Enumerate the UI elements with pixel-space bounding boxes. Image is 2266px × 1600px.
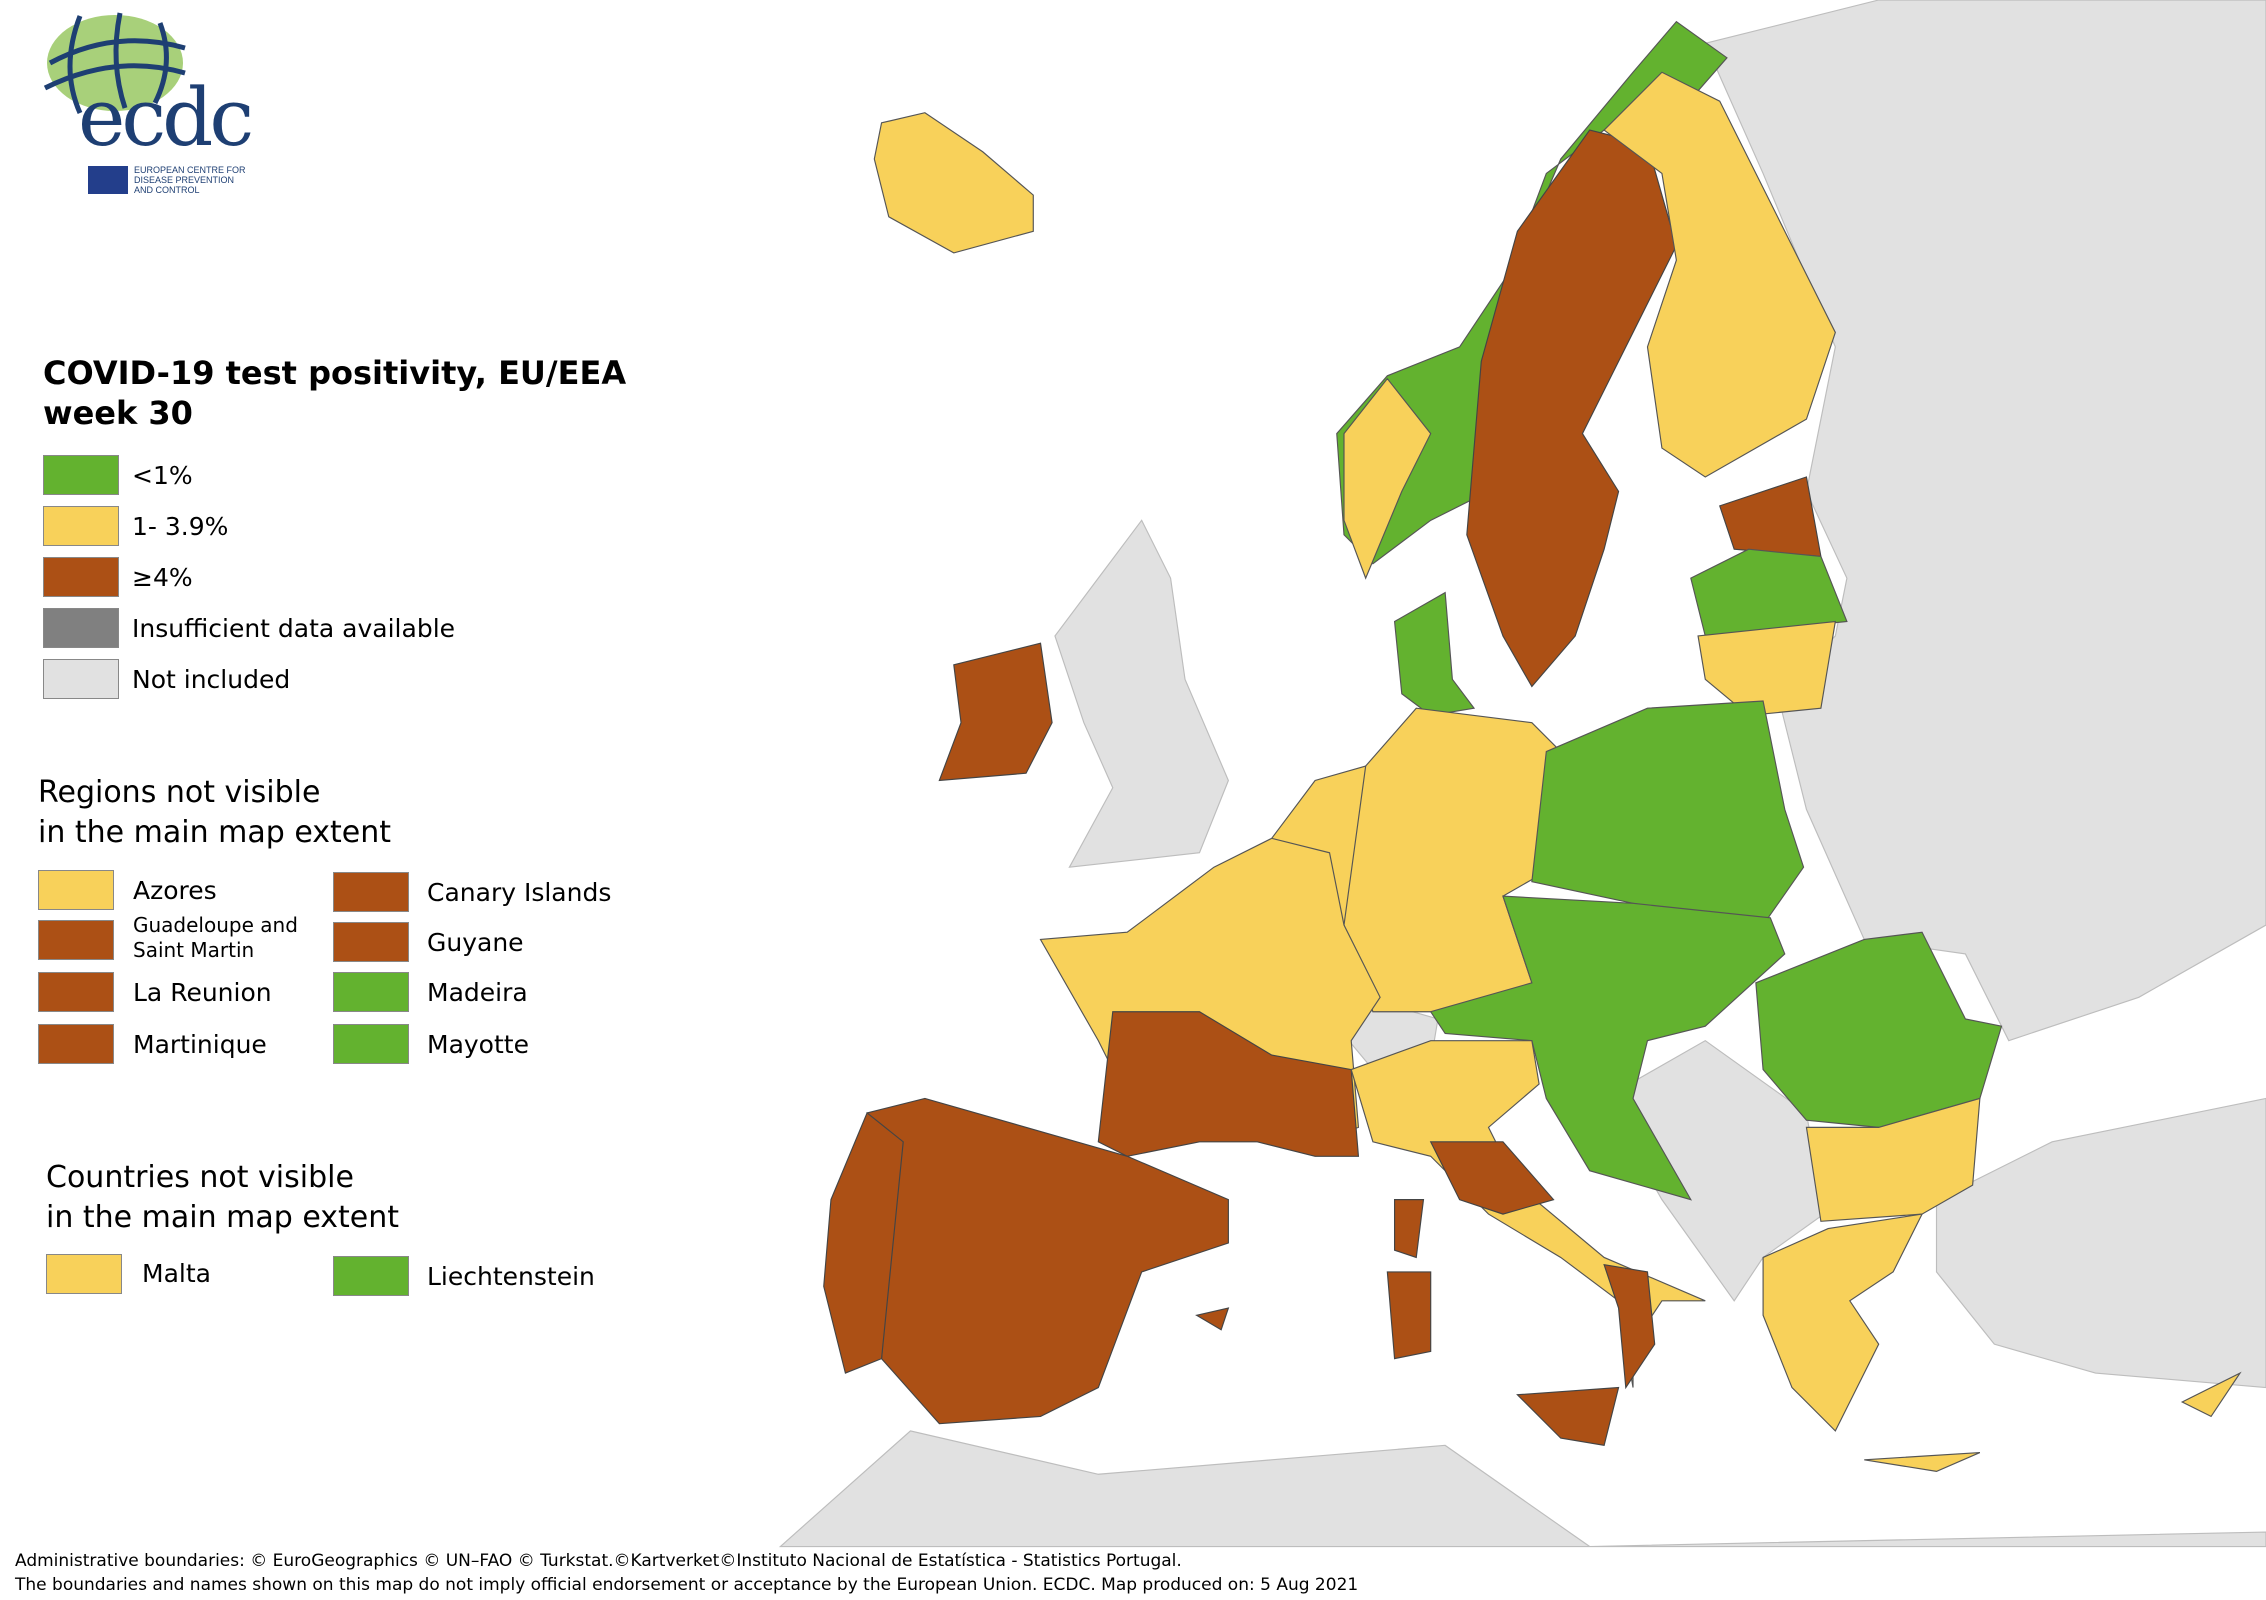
logo-subtitle-line: DISEASE PREVENTION — [134, 175, 235, 185]
region-label: Guyane — [427, 928, 524, 957]
legend-title-line: week 30 — [43, 394, 193, 432]
poland — [1531, 700, 1805, 926]
romania — [1755, 931, 2003, 1128]
denmark — [1393, 591, 1476, 717]
france-south-west — [1097, 1011, 1360, 1157]
legend-title: COVID-19 test positivity, EU/EEA week 30 — [43, 353, 626, 433]
not-included-uk — [1054, 519, 1230, 868]
italy-calabria — [1603, 1263, 1656, 1390]
italy-tuscany — [1429, 1141, 1555, 1215]
balearic — [1195, 1307, 1230, 1331]
logo-subtitle-line: EUROPEAN CENTRE FOR — [134, 165, 246, 175]
not-included-turkey — [1935, 1097, 2266, 1389]
legend-label: ≥4% — [132, 563, 193, 592]
countries-section-title: Countries not visible in the main map ex… — [46, 1158, 399, 1238]
region-label: Canary Islands — [427, 878, 612, 907]
iceland — [873, 112, 1034, 254]
lithuania — [1697, 620, 1837, 717]
region-swatch — [333, 1024, 409, 1064]
latvia — [1690, 548, 1848, 637]
greece — [1762, 1213, 1924, 1432]
legend-swatch-yellow — [43, 506, 119, 546]
country-label: Malta — [142, 1259, 211, 1288]
region-label: Mayotte — [427, 1030, 529, 1059]
eu-flag-icon — [88, 166, 128, 194]
sweden — [1466, 129, 1677, 688]
region-swatch — [333, 872, 409, 912]
cyprus — [2180, 1371, 2242, 1418]
ireland — [938, 642, 1053, 782]
legend-swatch-grey — [43, 608, 119, 648]
region-label: La Reunion — [133, 978, 272, 1007]
not-included-balkans — [1603, 1039, 1825, 1302]
legend-title-line: COVID-19 test positivity, EU/EEA — [43, 354, 627, 392]
legend-swatch-light-grey — [43, 659, 119, 699]
legend-swatch-green — [43, 455, 119, 495]
corsica — [1393, 1199, 1425, 1259]
finland — [1603, 71, 1836, 478]
legend-label: Insufficient data available — [132, 614, 456, 643]
region-swatch — [38, 972, 114, 1012]
section-title-line: in the main map extent — [38, 815, 392, 850]
region-swatch — [333, 972, 409, 1012]
footer-disclaimer: The boundaries and names shown on this m… — [15, 1575, 1359, 1595]
country-swatch — [46, 1254, 122, 1294]
region-label: Azores — [133, 876, 217, 905]
logo-subtitle-line: AND CONTROL — [134, 185, 200, 195]
footer-credits: Administrative boundaries: © EuroGeograp… — [15, 1551, 1182, 1571]
bulgaria — [1805, 1097, 1981, 1222]
country-label: Liechtenstein — [427, 1262, 595, 1291]
globe-icon — [43, 12, 186, 115]
norway-south — [1343, 377, 1432, 580]
region-label: Madeira — [427, 978, 528, 1007]
region-swatch — [38, 1024, 114, 1064]
legend-label: Not included — [132, 665, 291, 694]
region-label: Guadeloupe and Saint Martin — [133, 913, 298, 962]
legend-swatch-brown — [43, 557, 119, 597]
region-label: Martinique — [133, 1030, 267, 1059]
country-swatch — [333, 1256, 409, 1296]
section-title-line: Regions not visible — [38, 775, 321, 810]
region-swatch — [333, 922, 409, 962]
section-title-line: Countries not visible — [46, 1160, 354, 1195]
region-swatch — [38, 870, 114, 910]
region-swatch — [38, 920, 114, 960]
sicily — [1516, 1386, 1620, 1447]
section-title-line: in the main map extent — [46, 1200, 400, 1235]
estonia — [1719, 476, 1822, 558]
legend-label: <1% — [132, 461, 193, 490]
portugal — [823, 1111, 904, 1374]
central-europe — [1429, 895, 1786, 1201]
sardinia — [1386, 1271, 1432, 1360]
regions-section-title: Regions not visible in the main map exte… — [38, 773, 391, 853]
legend-label: 1- 3.9% — [132, 512, 229, 541]
crete — [1864, 1451, 1981, 1472]
ecdc-logo: ecdc EUROPEAN CENTRE FOR DISEASE PREVENT… — [40, 8, 270, 198]
not-included-north-africa — [778, 1430, 2266, 1548]
not-included-east — [1704, 0, 2266, 1042]
logo-subtitle: EUROPEAN CENTRE FOR DISEASE PREVENTION A… — [134, 165, 246, 195]
logo-wordmark: ecdc — [78, 71, 254, 164]
